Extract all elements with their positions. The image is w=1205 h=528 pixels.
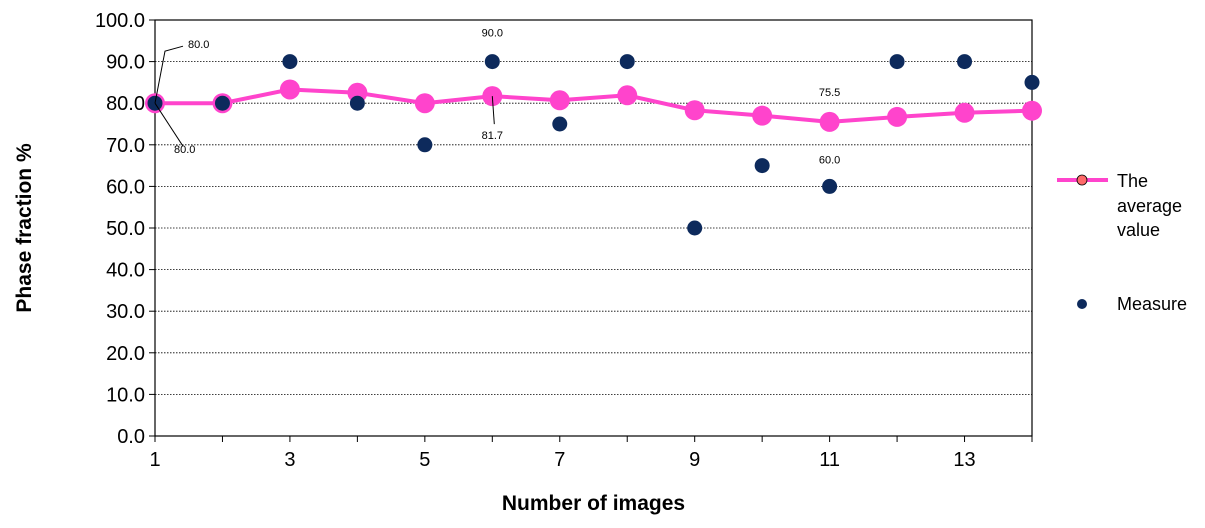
data-annotations: 80.0 80.0 90.0 81.7 75.5 60.0 xyxy=(154,28,840,166)
measure-point xyxy=(214,95,230,111)
measure-point xyxy=(754,158,770,174)
y-tick-label: 80.0 xyxy=(106,93,145,115)
annotation-label: 60.0 xyxy=(819,154,840,166)
average-point xyxy=(752,105,773,126)
average-point xyxy=(819,111,840,132)
y-tick-label: 30.0 xyxy=(106,301,145,323)
measure-point xyxy=(282,54,298,70)
x-tick-label: 1 xyxy=(149,449,160,471)
measure-point xyxy=(889,54,905,70)
average-point xyxy=(887,106,908,127)
y-tick-label: 40.0 xyxy=(106,260,145,282)
legend-average-marker-swatch xyxy=(1076,174,1088,186)
y-tick-label: 10.0 xyxy=(106,384,145,406)
x-axis: 1 3 5 7 9 11 13 xyxy=(149,436,1033,471)
x-tick-label: 11 xyxy=(819,449,840,471)
annotation-label: 81.7 xyxy=(482,130,503,142)
measure-point xyxy=(417,137,433,153)
y-tick-label: 90.0 xyxy=(106,52,145,74)
measure-point xyxy=(484,54,500,70)
y-axis: 0.0 10.0 20.0 30.0 40.0 50.0 60.0 70.0 80.0 90.0 1… xyxy=(95,10,155,448)
measure-point xyxy=(957,54,973,70)
y-axis-title: Phase fraction % xyxy=(13,143,36,313)
average-point xyxy=(1022,100,1042,121)
legend-average-label: The average value xyxy=(1117,171,1187,240)
average-point xyxy=(414,93,435,114)
measure-point xyxy=(687,220,703,236)
measure-point xyxy=(1024,74,1040,90)
y-tick-label: 0.0 xyxy=(117,426,145,448)
annotation-label: 75.5 xyxy=(819,87,840,99)
gridlines xyxy=(155,61,1032,395)
average-point xyxy=(279,79,300,100)
average-value-series xyxy=(145,79,1042,132)
average-point xyxy=(954,102,975,123)
x-tick-label: 13 xyxy=(953,449,975,471)
average-point xyxy=(617,85,638,106)
annotation-leader xyxy=(491,96,495,125)
legend-measure-label: Measure xyxy=(1117,294,1187,314)
x-tick-label: 5 xyxy=(419,449,430,471)
measure-point xyxy=(619,54,635,70)
annotation-leader xyxy=(154,45,184,104)
measure-point xyxy=(349,95,365,111)
y-tick-label: 50.0 xyxy=(106,218,145,240)
annotation-leader xyxy=(154,102,184,147)
legend: The average value Measure xyxy=(1057,171,1187,314)
y-tick-label: 60.0 xyxy=(106,176,145,198)
legend-item-measure: Measure xyxy=(1077,294,1187,314)
annotation-label: 90.0 xyxy=(482,28,503,40)
measure-point xyxy=(822,178,838,194)
y-tick-label: 70.0 xyxy=(106,135,145,157)
average-line xyxy=(155,87,1033,124)
annotation-label: 80.0 xyxy=(188,39,209,51)
measure-point xyxy=(552,116,568,132)
legend-measure-marker-swatch xyxy=(1077,299,1087,309)
measure-series xyxy=(147,54,1040,236)
x-tick-label: 7 xyxy=(554,449,565,471)
x-tick-label: 9 xyxy=(689,449,700,471)
x-axis-title: Number of images xyxy=(502,492,685,515)
y-tick-label: 100.0 xyxy=(95,10,145,32)
average-point xyxy=(684,100,705,121)
y-tick-label: 20.0 xyxy=(106,343,145,365)
average-point xyxy=(549,90,570,111)
x-tick-label: 3 xyxy=(284,449,295,471)
legend-item-average: The average value xyxy=(1057,171,1187,240)
annotation-label: 80.0 xyxy=(174,144,195,156)
